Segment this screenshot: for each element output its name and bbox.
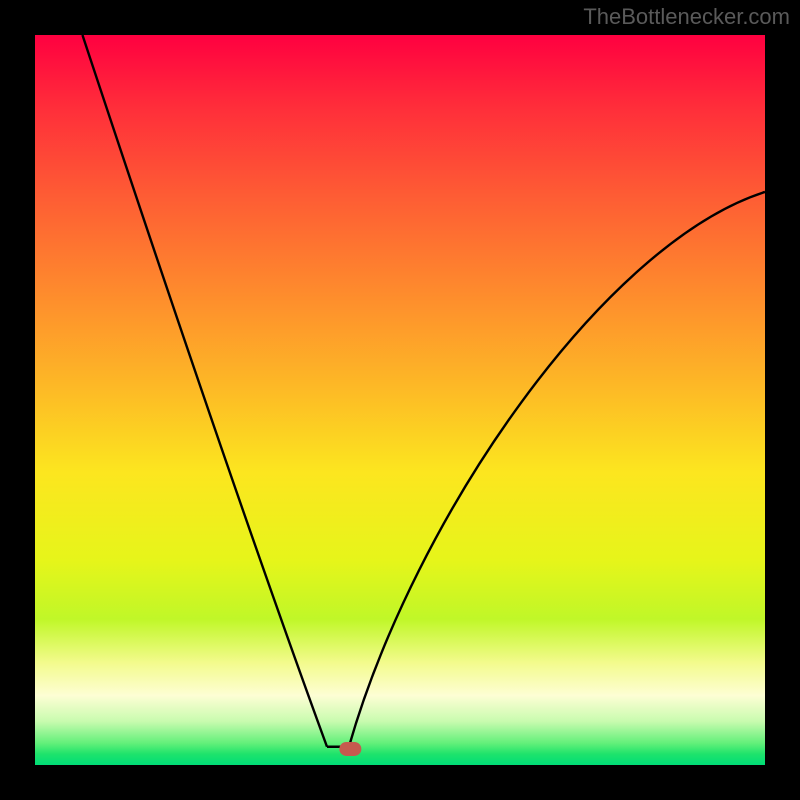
minimum-marker [339, 742, 361, 756]
bottleneck-chart [0, 0, 800, 800]
chart-stage: TheBottlenecker.com [0, 0, 800, 800]
watermark-text: TheBottlenecker.com [583, 4, 790, 30]
plot-background [35, 35, 765, 765]
